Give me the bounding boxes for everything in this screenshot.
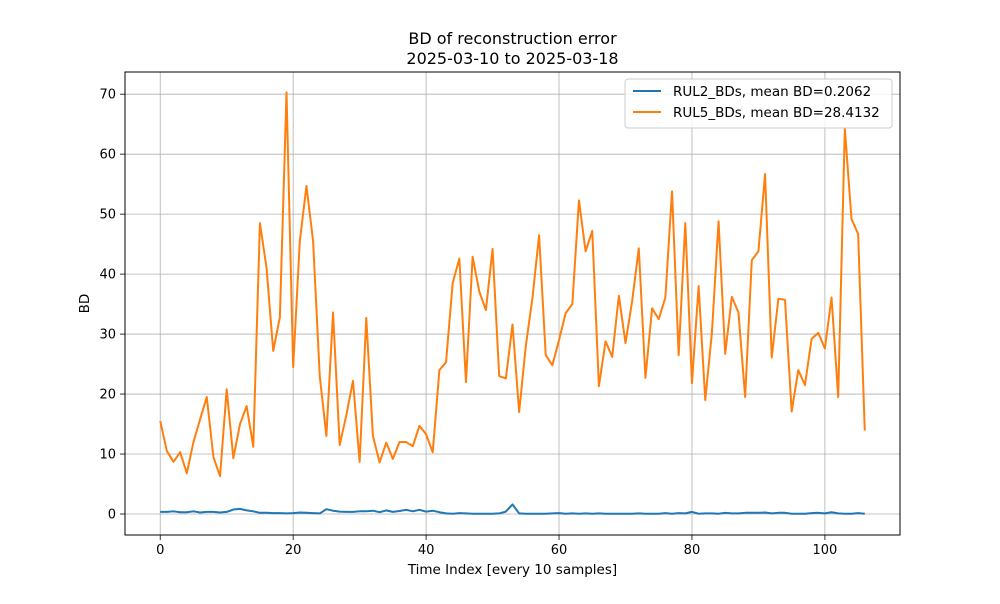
series-group xyxy=(159,91,866,515)
axis-ticks: 0 20 40 60 80 100 0 10 20 30 40 50 60 70 xyxy=(99,88,837,558)
y-tick-label: 40 xyxy=(99,268,116,283)
legend: RUL2_BDs, mean BD=0.2062 RUL5_BDs, mean … xyxy=(624,78,893,129)
y-tick-label: 10 xyxy=(99,448,116,463)
y-tick-label: 30 xyxy=(99,328,116,343)
x-axis-label: Time Index [every 10 samples] xyxy=(407,562,617,578)
x-tick-label: 60 xyxy=(551,543,568,558)
series-line-rul5 xyxy=(159,91,866,478)
y-axis-label: BD xyxy=(77,294,93,314)
x-tick-label: 20 xyxy=(285,543,302,558)
legend-label-rul5: RUL5_BDs, mean BD=28.4132 xyxy=(673,105,880,121)
x-tick-label: 0 xyxy=(156,543,164,558)
x-tick-label: 100 xyxy=(812,543,837,558)
y-tick-label: 20 xyxy=(99,388,116,403)
legend-label-rul2: RUL2_BDs, mean BD=0.2062 xyxy=(673,84,871,100)
x-tick-label: 80 xyxy=(684,543,701,558)
x-tick-label: 40 xyxy=(418,543,435,558)
y-tick-label: 60 xyxy=(99,148,116,163)
y-tick-label: 50 xyxy=(99,208,116,223)
series-line-rul2 xyxy=(160,503,865,515)
plot-frame xyxy=(124,71,901,536)
y-tick-label: 70 xyxy=(99,88,116,103)
chart-subtitle: 2025-03-10 to 2025-03-18 xyxy=(406,49,618,68)
chart-title: BD of reconstruction error xyxy=(408,29,617,48)
legend-box xyxy=(624,78,893,129)
y-tick-label: 0 xyxy=(108,508,116,523)
